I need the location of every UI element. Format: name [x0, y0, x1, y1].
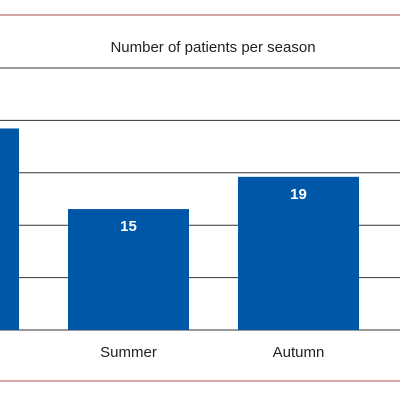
x-tick-label: Summer	[100, 344, 157, 361]
bar	[0, 128, 19, 330]
bar	[68, 209, 189, 330]
value-label: 15	[120, 218, 137, 235]
bar	[238, 176, 359, 330]
x-tick-label: Autumn	[273, 344, 325, 361]
value-label: 19	[290, 186, 307, 203]
chart-title: Number of patients per season	[110, 39, 315, 56]
